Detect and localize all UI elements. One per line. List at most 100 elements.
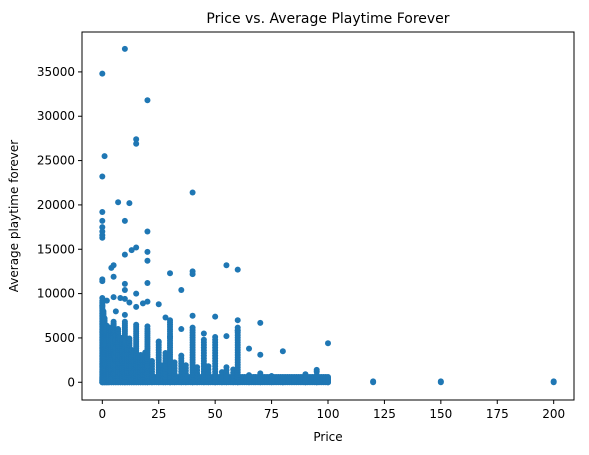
data-point	[121, 217, 128, 224]
data-point	[167, 270, 174, 277]
data-point	[200, 330, 207, 337]
data-point	[126, 335, 133, 342]
y-axis-ticks: 0 5000 10000 15000 20000 25000 30000 35000	[37, 65, 82, 389]
data-point	[133, 244, 140, 251]
data-point	[121, 287, 128, 294]
data-point	[110, 321, 117, 328]
data-point	[117, 295, 124, 302]
data-point	[325, 374, 331, 381]
data-point	[234, 327, 241, 334]
x-tick-label: 125	[373, 407, 396, 421]
data-point	[437, 379, 444, 386]
data-point	[103, 297, 110, 304]
data-point	[162, 350, 169, 356]
data-point	[189, 271, 196, 278]
data-point	[155, 338, 162, 345]
data-point	[302, 371, 309, 378]
data-point	[133, 136, 140, 143]
data-point	[126, 200, 133, 207]
x-tick-label: 75	[264, 407, 279, 421]
data-point	[230, 366, 237, 373]
data-point	[121, 318, 128, 325]
y-tick-label: 30000	[37, 109, 75, 123]
data-point	[291, 376, 298, 383]
data-point	[189, 379, 196, 386]
data-point	[99, 217, 106, 224]
data-point	[115, 326, 122, 333]
data-point	[99, 234, 106, 241]
data-point	[167, 317, 174, 324]
data-point	[121, 379, 128, 386]
y-tick-label: 10000	[37, 287, 75, 301]
data-point	[133, 290, 140, 297]
data-point	[144, 379, 151, 386]
data-point	[99, 224, 106, 231]
data-point	[144, 257, 151, 264]
x-axis-label: Price	[313, 430, 342, 444]
data-point	[171, 359, 178, 366]
data-point	[144, 279, 151, 286]
data-point	[223, 333, 230, 340]
x-axis-ticks: 0 25 50 75 100 125 150 175 200	[98, 400, 565, 421]
data-point	[133, 140, 140, 147]
y-tick-label: 20000	[37, 198, 75, 212]
data-point	[121, 251, 128, 258]
data-point	[257, 351, 264, 358]
data-point	[162, 314, 169, 321]
data-point	[212, 313, 219, 320]
x-tick-label: 175	[486, 407, 509, 421]
x-tick-label: 200	[542, 407, 565, 421]
data-point	[144, 228, 151, 235]
x-tick-label: 100	[317, 407, 340, 421]
data-point	[167, 334, 174, 341]
data-point	[223, 364, 230, 371]
y-tick-label: 0	[67, 375, 75, 389]
data-point	[144, 298, 151, 305]
data-point	[144, 248, 151, 255]
data-point	[246, 372, 253, 379]
data-point	[121, 311, 128, 318]
data-point	[121, 295, 128, 302]
data-point	[133, 321, 140, 328]
data-point	[189, 312, 196, 319]
data-point	[223, 262, 230, 269]
data-point	[101, 153, 108, 160]
data-point	[279, 348, 286, 355]
data-point	[99, 209, 106, 216]
y-tick-label: 25000	[37, 154, 75, 168]
data-point	[302, 379, 309, 386]
data-point	[370, 379, 377, 386]
data-point	[100, 308, 107, 315]
data-point	[115, 199, 122, 206]
data-point	[178, 326, 185, 333]
data-point	[550, 379, 557, 386]
data-point	[279, 379, 286, 386]
data-point	[148, 357, 155, 364]
data-point	[99, 295, 106, 302]
data-point	[178, 352, 185, 359]
data-point	[144, 97, 151, 104]
data-point	[155, 301, 162, 308]
data-point	[99, 173, 106, 180]
x-tick-label: 50	[208, 407, 223, 421]
data-point	[212, 334, 219, 341]
chart-title: Price vs. Average Playtime Forever	[206, 11, 449, 27]
data-point	[112, 308, 119, 315]
data-point	[182, 362, 189, 369]
data-point	[144, 323, 151, 330]
data-point	[313, 379, 320, 386]
x-tick-label: 0	[98, 407, 106, 421]
data-point	[218, 369, 225, 376]
y-tick-label: 35000	[37, 65, 75, 79]
data-point	[139, 300, 146, 307]
data-point	[189, 324, 196, 331]
x-tick-label: 25	[151, 407, 166, 421]
data-point	[133, 303, 140, 310]
data-point	[313, 366, 320, 373]
data-point	[189, 189, 196, 196]
data-point	[246, 345, 253, 352]
data-point	[126, 299, 133, 306]
data-point	[99, 70, 106, 77]
